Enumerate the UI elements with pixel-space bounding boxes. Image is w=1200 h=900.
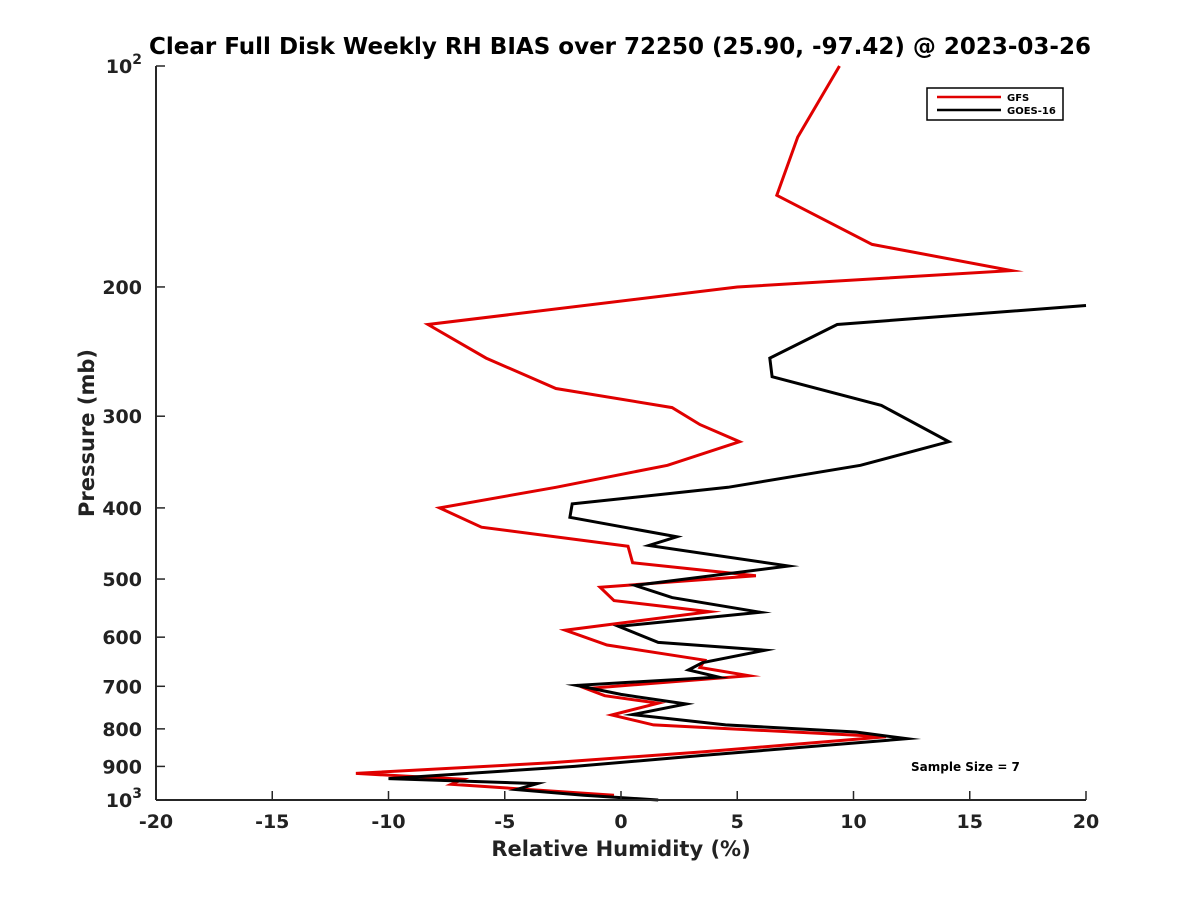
y-tick-label: 500 <box>102 569 142 591</box>
x-tick-label: -15 <box>255 811 289 833</box>
y-tick-label: 103 <box>106 786 142 812</box>
x-axis-label: Relative Humidity (%) <box>491 837 750 861</box>
y-tick-label: 400 <box>102 498 142 520</box>
series-line-goes-16 <box>388 304 1087 802</box>
y-tick-label: 800 <box>102 719 142 741</box>
y-tick-label: 200 <box>102 277 142 299</box>
x-tick-label: 10 <box>840 811 866 833</box>
x-tick-label: 15 <box>957 811 983 833</box>
y-tick-label: 900 <box>102 756 142 778</box>
series-line-gfs <box>355 65 1024 797</box>
y-tick-label: 700 <box>102 676 142 698</box>
sample-size-annotation: Sample Size = 7 <box>911 760 1020 774</box>
legend-label-gfs: GFS <box>1007 93 1029 104</box>
x-tick-label: -10 <box>371 811 405 833</box>
y-tick-label: 102 <box>106 52 142 78</box>
x-tick-label: -5 <box>494 811 515 833</box>
chart-title: Clear Full Disk Weekly RH BIAS over 7225… <box>149 34 1091 60</box>
x-ticks: -20 -15 -10 -5 0 5 10 15 20 <box>139 791 1099 833</box>
y-ticks: 102 200 300 400 500 600 700 800 900 103 <box>102 52 165 812</box>
legend-box <box>926 87 1064 121</box>
y-axis-label: Pressure (mb) <box>75 349 99 517</box>
legend-label-goes-16: GOES-16 <box>1007 106 1056 117</box>
x-tick-label: 20 <box>1073 811 1099 833</box>
y-tick-label: 600 <box>102 627 142 649</box>
x-tick-label: 0 <box>614 811 627 833</box>
x-tick-label: 5 <box>731 811 744 833</box>
series-layer <box>355 65 1087 802</box>
x-tick-label: -20 <box>139 811 173 833</box>
y-tick-label: 300 <box>102 406 142 428</box>
legend: GFS GOES-16 <box>926 87 1064 121</box>
